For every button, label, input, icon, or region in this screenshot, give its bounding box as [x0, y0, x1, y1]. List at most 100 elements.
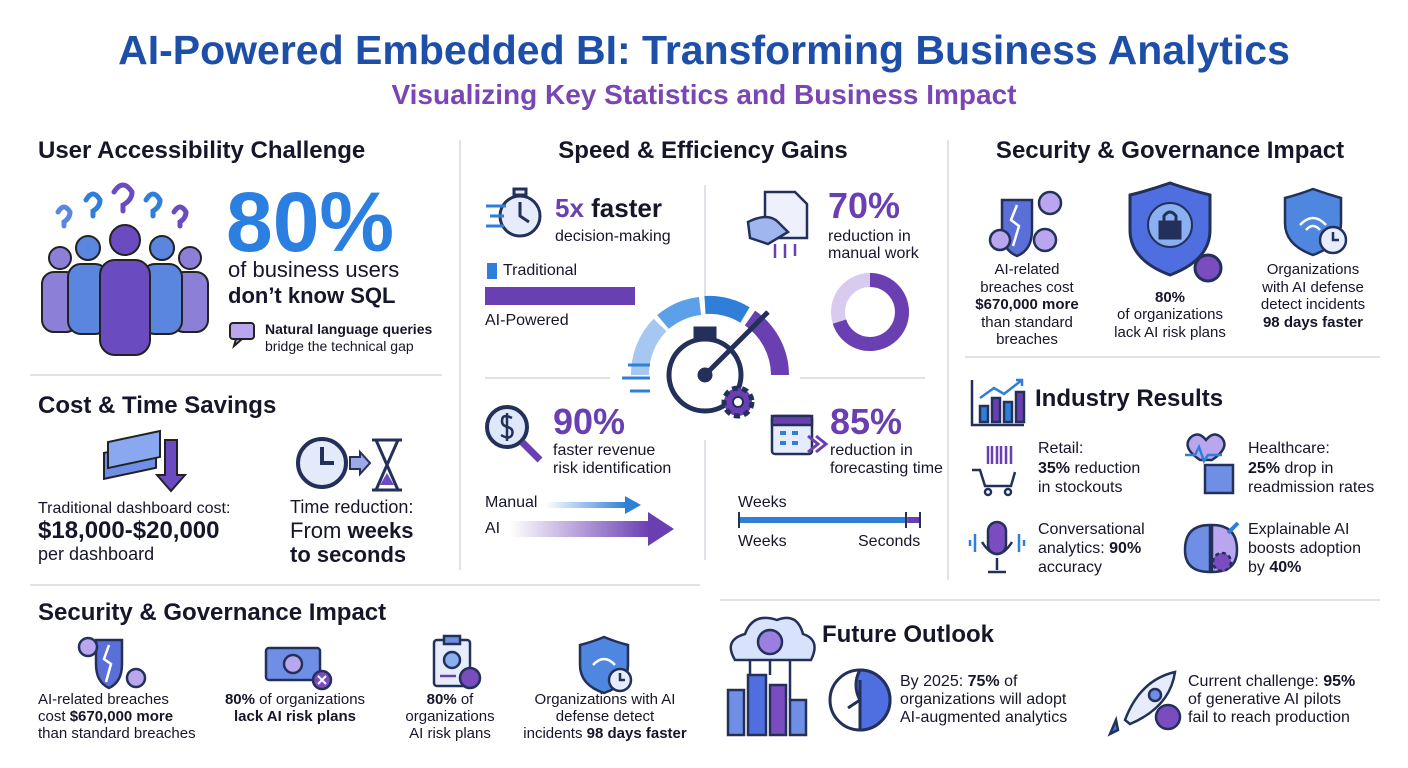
bottom-money-icon — [264, 646, 333, 691]
dividers — [30, 140, 1380, 601]
text-line: 35% reduction — [1038, 460, 1140, 478]
text-line: boosts adoption — [1248, 540, 1361, 557]
retail-icon — [972, 446, 1017, 497]
section-title: Security & Governance Impact — [995, 137, 1345, 164]
text-line: Organizations — [1266, 261, 1360, 278]
section-title: Speed & Efficiency Gains — [558, 137, 848, 164]
rocket-icon — [1107, 670, 1182, 737]
text-line: readmission rates — [1248, 479, 1375, 496]
text-line: AI-augmented analytics — [900, 709, 1068, 726]
text-line: detect incidents — [1260, 296, 1366, 313]
arrow-label: Manual — [485, 494, 538, 511]
donut-ring — [831, 273, 909, 351]
text-line: $670,000 more — [975, 296, 1079, 313]
big-stat: 80% — [226, 175, 395, 269]
text-line: From weeks — [290, 518, 414, 543]
brain-icon — [1183, 521, 1240, 574]
text-line: Current challenge: 95% — [1188, 673, 1355, 691]
text-line: manual work — [828, 245, 919, 262]
document-icon — [746, 190, 809, 258]
timeline-label: Weeks — [738, 533, 787, 550]
text-segment: 25% — [1248, 460, 1281, 477]
text-segment: reduction — [1070, 460, 1141, 477]
bottom-shield-icon — [578, 635, 633, 695]
text-line: breaches cost — [980, 279, 1074, 296]
text-line: than standard breaches — [38, 725, 196, 742]
text-segment: faster — [583, 193, 662, 223]
text-line: 98 days faster — [1262, 314, 1364, 331]
text-line: 80% — [1154, 289, 1186, 306]
text-line: of business users — [228, 257, 400, 282]
text-line: faster revenue — [553, 442, 656, 459]
money-icon — [103, 429, 188, 493]
text-segment: analytics: — [1038, 540, 1110, 557]
text-segment: Current challenge: — [1188, 673, 1324, 690]
text-line: 80% of organizations — [225, 691, 366, 709]
page-subtitle: Visualizing Key Statistics and Business … — [391, 79, 1017, 110]
text-line: don’t know SQL — [228, 283, 396, 308]
text-line: breaches — [996, 331, 1058, 348]
text-line: organizations — [405, 708, 495, 725]
text-segment: by — [1248, 559, 1270, 576]
legend-label: Traditional — [503, 262, 578, 279]
text-segment: 95% — [1323, 673, 1356, 690]
text-line: AI risk plans — [409, 725, 491, 742]
text-line: 25% drop in — [1248, 460, 1333, 478]
timeline-bar — [738, 512, 921, 528]
bottom-clipboard-icon — [432, 634, 482, 690]
text-line: Retail: — [1038, 440, 1084, 457]
section-title: Future Outlook — [822, 621, 994, 648]
text-segment: weeks — [347, 518, 414, 543]
text-segment: $670,000 more — [69, 708, 174, 725]
text-segment: 98 days faster — [586, 725, 687, 742]
text-segment: From — [290, 518, 348, 543]
globe-clock-icon — [828, 668, 892, 732]
text-line: 85% — [830, 401, 903, 442]
text-segment: By 2025: — [900, 673, 968, 690]
section-title: Industry Results — [1035, 385, 1224, 412]
text-line: of organizations — [1117, 306, 1223, 323]
text-line: Explainable AI — [1248, 521, 1350, 538]
text-line: forecasting time — [830, 460, 943, 477]
text-segment: of — [456, 691, 474, 708]
text-segment: 75% — [967, 673, 1000, 690]
text-segment: 5x — [555, 193, 584, 223]
text-line: 5x faster — [555, 194, 662, 223]
text-line: Organizations with AI — [534, 691, 676, 708]
page-title: AI-Powered Embedded BI: Transforming Bus… — [118, 27, 1290, 73]
donut — [831, 273, 909, 351]
text-segment: 35% — [1038, 460, 1071, 477]
text-line: Traditional dashboard cost: — [38, 500, 231, 517]
shield-clock-icon — [1283, 187, 1348, 257]
timeline-label: Weeks — [738, 494, 787, 511]
text-line: accuracy — [1038, 559, 1103, 576]
text-line: lack AI risk plans — [233, 708, 357, 725]
shield-lock-icon — [1128, 181, 1223, 283]
bottom-breach-icon — [77, 636, 147, 690]
text-line: incidents 98 days faster — [523, 725, 687, 743]
text-line: of generative AI pilots — [1188, 691, 1341, 708]
text-line: to seconds — [290, 542, 407, 567]
text-line: cost $670,000 more — [38, 708, 174, 726]
people-icon — [41, 182, 209, 356]
text-line: fail to reach production — [1188, 709, 1350, 726]
breach-icon — [988, 190, 1063, 258]
text-line: reduction in — [830, 442, 913, 459]
text-line: organizations will adopt — [900, 691, 1067, 708]
text-line: than standard — [981, 314, 1073, 331]
section-title: Cost & Time Savings — [38, 392, 277, 419]
text-line: AI-related — [994, 261, 1060, 278]
legend-swatch — [487, 263, 497, 279]
text-segment: cost — [38, 708, 70, 725]
text-line: AI-related breaches — [38, 691, 169, 708]
text-line: lack AI risk plans — [1114, 324, 1226, 341]
text-segment: of organizations — [254, 691, 366, 708]
text-line: 80% of — [427, 691, 474, 709]
industry-icon — [970, 378, 1026, 427]
text-line: 70% — [828, 185, 901, 226]
arrow-label: AI — [485, 520, 501, 537]
legend-label: AI-Powered — [485, 312, 569, 329]
timeline-label: Seconds — [858, 533, 921, 550]
